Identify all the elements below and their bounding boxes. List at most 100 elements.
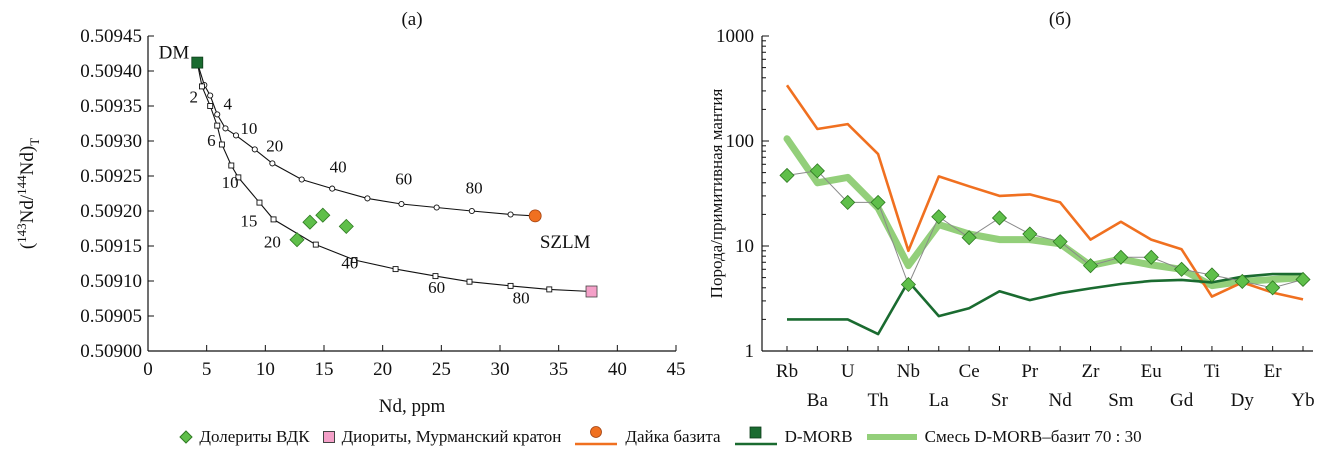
a-curve-tick-square: [312, 241, 319, 248]
a-x-tick-label: 20: [373, 359, 392, 380]
b-dolerite-point: [1113, 249, 1129, 265]
a-dolerite-point: [289, 232, 305, 248]
b-x-tick-label: Er: [1264, 361, 1283, 382]
a-curve-tick-square: [466, 278, 473, 285]
b-x-tick-label: Dy: [1231, 390, 1255, 411]
a-curve-tick-circle: [207, 92, 214, 99]
b-dolerite-point: [1234, 273, 1250, 289]
a-curve-label: 80: [466, 179, 483, 198]
a-y-tick-label: 0.50900: [80, 341, 142, 362]
legend-label-dike: Дайка базита: [625, 427, 721, 446]
a-curve-label: 60: [395, 169, 412, 188]
a-x-tick-label: 35: [549, 359, 568, 380]
a-curve-tick-square: [199, 83, 205, 90]
b-series-dolerites: [786, 170, 1304, 289]
b-dolerite-point: [779, 167, 795, 183]
a-curve-label: 20: [264, 232, 281, 251]
a-x-tick-label: 45: [667, 359, 686, 380]
b-dolerite-point: [991, 210, 1008, 226]
a-y-tick-label: 0.50945: [80, 26, 142, 47]
a-y-tick-label: 0.50905: [80, 306, 142, 327]
a-curve-tick-square: [218, 141, 225, 148]
a-curve-label: 60: [428, 278, 445, 297]
a-curve-label: 20: [266, 137, 283, 156]
a-curve-label: 4: [224, 95, 233, 114]
a-y-tick-label: 0.50930: [80, 131, 142, 152]
a-curve-label: 40: [330, 158, 347, 177]
a-x-tick-label: 10: [256, 359, 275, 380]
a-x-tick-label: 5: [202, 359, 212, 380]
a-x-tick-label: 30: [491, 359, 510, 380]
a-dolerite-point: [315, 207, 331, 223]
b-x-tick-label: La: [929, 390, 950, 411]
a-curve-tick-circle: [222, 125, 229, 132]
legend-label-dmorb: D-MORB: [784, 427, 853, 446]
a-curve-tick-circle: [329, 185, 336, 192]
b-dolerite-point: [1174, 261, 1190, 277]
b-x-tick-label: Rb: [776, 361, 798, 382]
legend: Долериты ВДК Диориты, Мурманский кратон …: [0, 422, 1321, 452]
b-dolerite-point: [1022, 226, 1038, 242]
b-dolerite-point: [900, 276, 916, 293]
a-dolerite-point: [302, 214, 318, 230]
legend-item-dike: Дайка базита: [573, 426, 721, 448]
a-curve-label: 2: [190, 88, 199, 107]
a-mixing-curve-1: [196, 62, 536, 217]
b-x-tick-label: Th: [868, 390, 890, 411]
b-y-tick-label: 100: [726, 131, 755, 152]
legend-item-dmorb: D-MORB: [733, 426, 853, 448]
a-curve-label: 10: [222, 173, 239, 192]
a-curve-tick-circle: [298, 176, 305, 183]
b-y-tick-label: 1000: [716, 26, 754, 47]
legend-item-mixture: Смесь D-MORB–базит 70 : 30: [865, 427, 1142, 447]
a-x-tick-label: 25: [432, 359, 451, 380]
a-y-tick-label: 0.50920: [80, 201, 142, 222]
a-curve-tick-square: [214, 122, 221, 129]
a-x-tick-label: 40: [608, 359, 627, 380]
a-curve-tick-circle: [468, 207, 475, 215]
a-x-tick-label: 0: [143, 359, 153, 380]
a-curve-tick-square: [235, 174, 242, 181]
b-dolerite-point: [931, 209, 947, 225]
b-x-tick-label: Eu: [1141, 361, 1163, 382]
a-dike-point: [528, 209, 542, 223]
a-dolerite-point: [338, 218, 354, 234]
a-dm-label: DM: [159, 43, 190, 64]
b-dolerite-point: [1143, 249, 1159, 265]
b-x-tick-label: Ba: [807, 390, 829, 411]
b-x-tick-label: Nb: [897, 361, 920, 382]
a-curve-tick-circle: [232, 132, 240, 139]
b-y-tick-label: 10: [735, 236, 754, 257]
a-y-tick-label: 0.50925: [80, 166, 142, 187]
a-curve-tick-square: [228, 162, 235, 169]
b-dolerite-point: [809, 163, 825, 179]
a-y-axis-label: (143Nd/144Nd)T: [14, 138, 42, 249]
b-dolerite-point: [840, 194, 856, 210]
b-x-tick-label: Gd: [1170, 390, 1194, 411]
b-dolerite-point: [1052, 234, 1068, 250]
a-curve-tick-circle: [364, 195, 371, 202]
a-y-tick-label: 0.50935: [80, 96, 142, 117]
a-curve-label: 80: [513, 288, 530, 307]
a-y-tick-label: 0.50940: [80, 61, 142, 82]
a-title: (а): [401, 9, 422, 30]
b-x-tick-label: Nd: [1049, 390, 1073, 411]
b-x-tick-label: U: [841, 361, 855, 382]
a-curve-label: 10: [240, 119, 257, 138]
b-x-tick-label: Zr: [1082, 361, 1101, 382]
b-series-mixture: [783, 135, 1307, 290]
a-curve-tick-square: [507, 282, 514, 289]
b-dolerite-point: [1265, 280, 1281, 296]
a-curve-tick-circle: [214, 111, 221, 118]
b-dolerite-point: [1295, 271, 1311, 288]
a-curve-label: 6: [207, 131, 216, 150]
a-dm-point: [191, 56, 204, 69]
b-title: (б): [1049, 9, 1071, 30]
b-y-axis-label: Порода/примитивная мантия: [707, 88, 726, 298]
a-curve-label: 40: [341, 253, 358, 272]
b-series-dmorb: [787, 272, 1303, 336]
a-x-tick-label: 15: [315, 359, 334, 380]
a-curve-tick-square: [270, 216, 277, 223]
b-x-tick-label: Ti: [1204, 361, 1220, 382]
a-curve-tick-circle: [398, 200, 405, 208]
